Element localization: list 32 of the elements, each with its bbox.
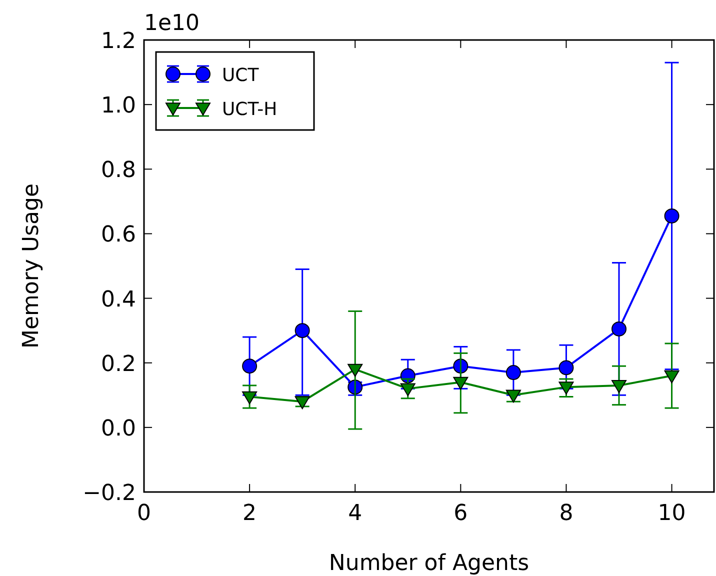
point (400, 383, 416, 396)
point (558, 382, 574, 395)
y-tick-label: 1.0 (101, 94, 136, 119)
y-tick-label: 0.6 (101, 222, 136, 248)
x-tick-label: 0 (137, 501, 151, 526)
point (612, 321, 626, 336)
text: 1e10 (144, 11, 200, 36)
legend-label: UCT (222, 65, 260, 86)
y-tick-label: 0.0 (101, 416, 136, 442)
point (453, 376, 468, 390)
y-tick-label: −0.2 (82, 481, 136, 506)
point (348, 364, 363, 377)
point (242, 358, 258, 374)
point (242, 391, 258, 404)
x-tick-label: 8 (559, 501, 574, 526)
x-tick-label: 10 (658, 501, 686, 526)
point (294, 323, 310, 338)
y-tick-label: 0.4 (101, 287, 136, 312)
y-tick-label: 0.8 (101, 158, 136, 184)
legend-label: UCT-H (222, 99, 278, 120)
point (612, 380, 626, 393)
point (664, 208, 680, 224)
x-tick-label: 4 (348, 501, 362, 526)
x-axis-title: Number of Agents (328, 551, 530, 576)
x-tick-label: 6 (454, 501, 468, 526)
y-axis-title: Memory Usage (19, 183, 44, 349)
point (664, 370, 680, 384)
point (558, 360, 574, 376)
y-tick-label: 1.2 (101, 29, 136, 54)
point (506, 365, 521, 380)
y-tick-label: 0.2 (101, 352, 136, 377)
x-tick-label: 2 (242, 501, 257, 526)
